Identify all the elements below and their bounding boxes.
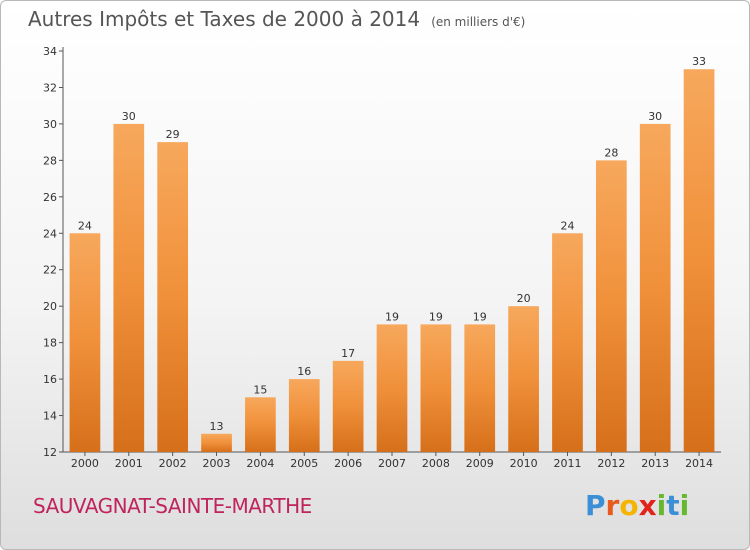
y-tick-label: 30 (43, 118, 57, 131)
data-label-2009: 19 (473, 310, 487, 323)
logo-letter: x (638, 489, 657, 522)
y-tick-label: 34 (43, 45, 57, 58)
x-tick-label-2000: 2000 (71, 457, 99, 470)
data-label-2006: 17 (341, 347, 355, 360)
chart-title-block: Autres Impôts et Taxes de 2000 à 2014 (e… (28, 7, 525, 31)
x-tick-label-2002: 2002 (159, 457, 187, 470)
chart-axes: 12 14 16 18 20 22 24 26 28 30 32 34 2000 2001 2002 2003… (43, 45, 721, 470)
chart-title: Autres Impôts et Taxes de 2000 à 2014 (28, 7, 421, 31)
data-label-2008: 19 (429, 310, 443, 323)
bar-2010 (508, 306, 539, 452)
bar-2003 (201, 433, 232, 452)
bar-2014 (683, 69, 715, 453)
y-tick-label: 12 (43, 446, 57, 459)
x-tick-label-2008: 2008 (422, 457, 450, 470)
y-tick-label: 14 (43, 410, 57, 423)
y-tick-label: 32 (43, 81, 57, 94)
data-label-2001: 30 (122, 110, 136, 123)
bar-2007 (376, 324, 408, 452)
x-tick-label-2003: 2003 (203, 457, 231, 470)
bars-group: 24 30 29 13 15 16 17 19 19 19 20 24 28 30 33 (69, 55, 715, 453)
logo-letter: t (666, 489, 680, 522)
x-tick-label-2005: 2005 (290, 457, 318, 470)
logo-letter: P (585, 489, 606, 522)
data-label-2010: 20 (517, 292, 531, 305)
x-tick-label-2010: 2010 (510, 457, 538, 470)
x-tick-label-2006: 2006 (334, 457, 362, 470)
logo-letter: i (656, 489, 667, 522)
bar-2013 (639, 123, 671, 452)
data-label-2011: 24 (560, 219, 574, 232)
bar-2009 (464, 324, 496, 452)
data-label-2003: 13 (210, 420, 224, 433)
x-tick-label-2013: 2013 (641, 457, 669, 470)
chart-subtitle: (en milliers d'€) (431, 15, 526, 29)
bar-2006 (332, 360, 364, 452)
bar-2011 (552, 233, 583, 452)
y-tick-label: 18 (43, 337, 57, 350)
x-tick-label-2001: 2001 (115, 457, 143, 470)
bar-2008 (420, 324, 452, 452)
y-tick-label: 16 (43, 373, 57, 386)
logo-letter: r (605, 489, 620, 522)
bar-2002 (157, 142, 189, 453)
proxiti-logo: Proxiti (585, 489, 689, 522)
data-label-2004: 15 (253, 383, 267, 396)
bar-2000 (69, 233, 101, 452)
x-tick-label-2004: 2004 (246, 457, 274, 470)
data-label-2013: 30 (648, 110, 662, 123)
commune-name: SAUVAGNAT-SAINTE-MARTHE (33, 494, 312, 518)
data-label-2000: 24 (78, 219, 92, 232)
bar-2001 (113, 123, 145, 452)
y-tick-label: 28 (43, 154, 57, 167)
y-tick-label: 20 (43, 300, 57, 313)
bar-2012 (595, 160, 627, 452)
data-label-2012: 28 (604, 146, 618, 159)
bar-2004 (245, 397, 276, 452)
logo-letter: o (619, 489, 639, 522)
x-tick-label-2011: 2011 (553, 457, 581, 470)
x-tick-label-2012: 2012 (597, 457, 625, 470)
data-label-2002: 29 (166, 128, 180, 141)
x-tick-label-2007: 2007 (378, 457, 406, 470)
data-label-2014: 33 (692, 55, 706, 68)
y-tick-label: 24 (43, 227, 57, 240)
data-label-2005: 16 (297, 365, 311, 378)
x-tick-label-2009: 2009 (466, 457, 494, 470)
y-tick-label: 22 (43, 264, 57, 277)
y-tick-label: 26 (43, 191, 57, 204)
logo-letter: i (679, 489, 690, 522)
bar-2005 (288, 379, 320, 452)
data-label-2007: 19 (385, 310, 399, 323)
x-tick-label-2014: 2014 (685, 457, 713, 470)
